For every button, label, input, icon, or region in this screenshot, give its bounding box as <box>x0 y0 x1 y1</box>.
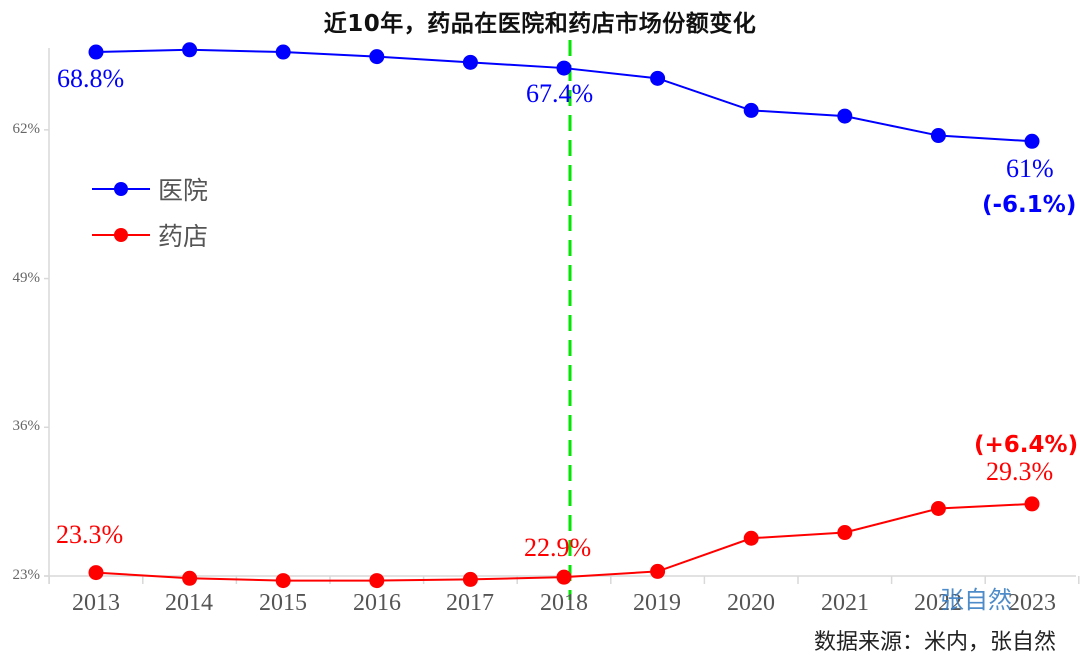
change-label-pharmacy: (+6.4%) <box>974 432 1079 458</box>
data-point[interactable] <box>182 42 198 58</box>
x-tick-label: 2019 <box>633 590 681 616</box>
data-label-pharmacy-2013: 23.3% <box>56 520 124 549</box>
data-point[interactable] <box>1024 496 1040 512</box>
data-point[interactable] <box>837 108 853 124</box>
data-point[interactable] <box>369 49 385 65</box>
x-tick-label: 2018 <box>540 590 588 616</box>
data-point[interactable] <box>275 573 291 589</box>
legend-marker-blue-icon <box>92 182 150 196</box>
data-point[interactable] <box>650 563 666 579</box>
data-point[interactable] <box>837 525 853 541</box>
data-point[interactable] <box>462 54 478 70</box>
data-label-pharmacy-2023: 29.3% <box>986 457 1054 486</box>
x-tick-label: 2023 <box>1008 590 1056 616</box>
x-tick-label: 2013 <box>72 590 120 616</box>
data-point[interactable] <box>743 102 759 118</box>
series-hospital <box>88 42 1040 149</box>
data-label-hospital-2023: 61% <box>1006 154 1054 183</box>
watermark: 张自然 <box>940 586 1012 614</box>
legend: 医院 药店 <box>92 166 208 258</box>
data-point[interactable] <box>650 70 666 86</box>
legend-label: 医院 <box>158 176 209 205</box>
data-label-hospital-2013: 68.8% <box>57 64 125 93</box>
data-point[interactable] <box>88 565 104 581</box>
data-point[interactable] <box>556 569 572 585</box>
y-tick-label: 23% <box>12 567 41 583</box>
legend-item-pharmacy[interactable]: 药店 <box>92 212 208 258</box>
series-pharmacy <box>88 496 1040 589</box>
series-lines <box>88 42 1040 589</box>
data-point[interactable] <box>556 60 572 76</box>
x-tick-label: 2017 <box>446 590 494 616</box>
x-tick-label: 2021 <box>821 590 869 616</box>
data-point[interactable] <box>182 570 198 586</box>
data-point[interactable] <box>369 573 385 589</box>
data-point[interactable] <box>1024 133 1040 149</box>
data-label-hospital-2018: 67.4% <box>526 79 594 108</box>
data-point[interactable] <box>930 501 946 517</box>
data-point[interactable] <box>462 571 478 587</box>
x-tick-label: 2015 <box>259 590 307 616</box>
data-point[interactable] <box>275 44 291 60</box>
data-label-pharmacy-2018: 22.9% <box>524 533 592 562</box>
legend-marker-red-icon <box>92 228 150 242</box>
chart-title: 近10年，药品在医院和药店市场份额变化 <box>323 11 757 37</box>
change-label-hospital: (-6.1%) <box>982 192 1077 218</box>
y-tick-label: 36% <box>12 418 41 434</box>
x-tick-label: 2014 <box>165 590 213 616</box>
data-point[interactable] <box>930 128 946 144</box>
data-point[interactable] <box>743 530 759 546</box>
data-point[interactable] <box>88 44 104 60</box>
y-tick-label: 62% <box>12 121 41 137</box>
x-tick-label: 2020 <box>727 590 775 616</box>
x-tick-label: 2016 <box>353 590 401 616</box>
y-tick-label: 49% <box>12 270 41 286</box>
x-tick-label: 2022 <box>914 590 962 616</box>
legend-label: 药店 <box>158 222 209 251</box>
data-source: 数据来源：米内，张自然 <box>813 630 1056 655</box>
axes <box>44 48 1080 584</box>
legend-item-hospital[interactable]: 医院 <box>92 166 208 212</box>
